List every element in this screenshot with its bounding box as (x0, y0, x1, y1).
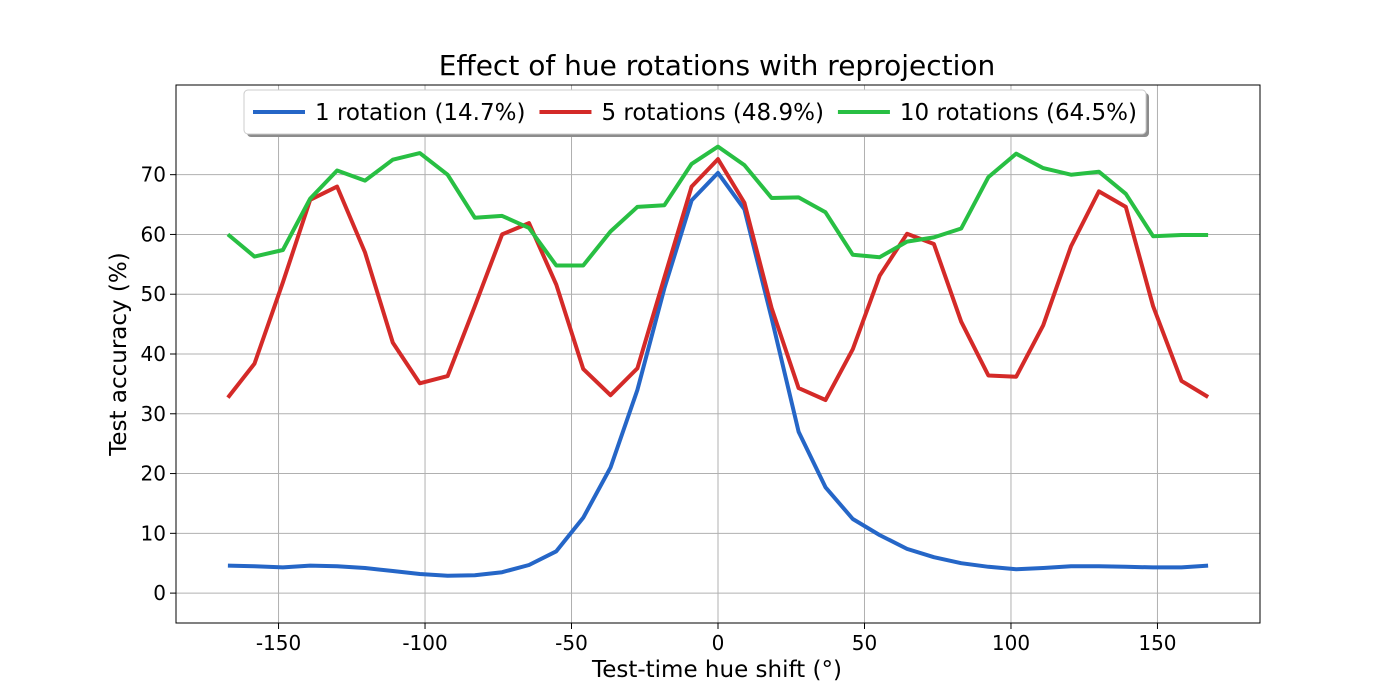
x-tick-label: 150 (1138, 631, 1176, 655)
series-line-1 (227, 170, 1209, 578)
y-tick-label: 60 (141, 222, 166, 246)
legend-label-2: 5 rotations (48.9%) (601, 100, 823, 126)
x-tick-label: -50 (555, 631, 588, 655)
x-axis-title: Test-time hue shift (°) (591, 657, 842, 683)
y-tick-label: 0 (153, 581, 166, 605)
y-tick-label: 40 (141, 342, 166, 366)
legend-label-3: 10 rotations (64.5%) (900, 100, 1137, 126)
grid (176, 85, 1260, 623)
x-tick-label: 50 (852, 631, 877, 655)
y-axis-title: Test accuracy (%) (106, 252, 132, 457)
x-tick-label: 100 (992, 631, 1030, 655)
legend-box (243, 89, 1147, 135)
y-tick-label: 50 (141, 282, 166, 306)
y-axis-ticks: 0 10 20 30 40 50 60 70 (141, 163, 176, 605)
y-tick-label: 20 (141, 462, 166, 486)
x-tick-label: -100 (402, 631, 447, 655)
legend-label-1: 1 rotation (14.7%) (315, 100, 525, 126)
y-tick-label: 30 (141, 402, 166, 426)
series-line-2 (226, 157, 1210, 402)
x-tick-label: 0 (712, 631, 725, 655)
x-tick-label: -150 (256, 631, 301, 655)
series-line-3 (226, 144, 1209, 268)
chart-title: Effect of hue rotations with reprojectio… (439, 49, 996, 82)
legend: 1 rotation (14.7%) 5 rotations (48.9%) 10 … (243, 89, 1149, 137)
y-tick-label: 10 (141, 521, 166, 545)
y-tick-label: 70 (141, 163, 166, 187)
x-axis-ticks: -150 -100 -50 0 50 100 150 (256, 623, 1177, 655)
series-lines (226, 144, 1210, 578)
